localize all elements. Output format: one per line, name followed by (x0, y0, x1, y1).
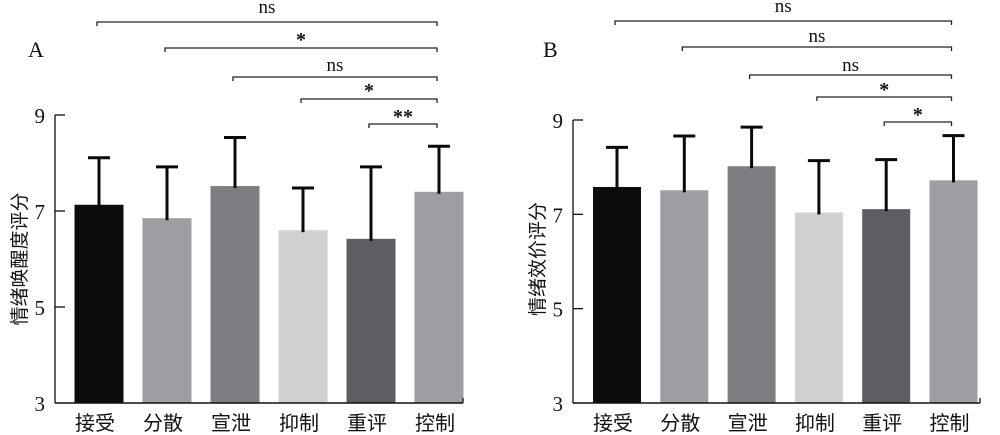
significance-bracket (232, 76, 438, 81)
bar-抑制 (278, 230, 328, 403)
x-tick-label: 抑制 (795, 412, 835, 435)
y-tick-label: 3 (553, 392, 564, 416)
significance-label: ns (775, 0, 792, 17)
significance-bracket (96, 21, 438, 26)
y-axis-label: 情绪唤醒度评分 (9, 192, 31, 325)
bar-控制 (414, 191, 464, 403)
significance-label: * (913, 104, 923, 126)
x-tick-label: 分散 (143, 412, 183, 435)
bar-宣泄 (727, 166, 776, 403)
significance-label: ns (842, 55, 859, 76)
y-tick-label: 7 (553, 203, 564, 227)
bar-控制 (929, 180, 978, 403)
bar-重评 (346, 238, 396, 403)
y-tick-label: 5 (35, 296, 46, 320)
significance-bracket (614, 20, 953, 25)
x-tick-label: 抑制 (279, 412, 319, 435)
bar-分散 (660, 190, 709, 403)
significance-label: ns (259, 0, 276, 18)
significance-bracket (883, 121, 953, 126)
x-tick-label: 接受 (75, 412, 115, 435)
significance-label: ns (808, 26, 825, 47)
significance-bracket (368, 123, 438, 128)
x-tick-label: 控制 (930, 412, 970, 435)
bar-接受 (74, 204, 124, 403)
x-tick-label: 控制 (415, 412, 455, 435)
x-tick-label: 重评 (862, 412, 902, 435)
bar-抑制 (794, 212, 843, 403)
bar-重评 (862, 209, 911, 403)
significance-bracket (681, 46, 953, 51)
significance-label: * (364, 80, 374, 102)
panel-label: B (543, 37, 558, 62)
x-tick-label: 宣泄 (728, 412, 768, 435)
bar-分散 (142, 218, 192, 403)
significance-label: ** (393, 106, 413, 128)
significance-bracket (300, 98, 438, 103)
significance-bracket (164, 47, 438, 52)
x-tick-label: 分散 (660, 412, 700, 435)
panel-label: A (28, 37, 44, 62)
significance-label: * (879, 79, 889, 101)
bar-接受 (593, 186, 641, 403)
x-tick-label: 重评 (347, 412, 387, 435)
significance-label: ns (327, 55, 344, 76)
significance-label: * (296, 29, 306, 51)
x-tick-label: 接受 (593, 412, 633, 435)
x-tick-label: 宣泄 (211, 412, 251, 435)
y-tick-label: 5 (553, 298, 564, 322)
y-tick-label: 7 (35, 200, 46, 224)
bar-宣泄 (210, 186, 260, 403)
y-axis-label: 情绪效价评分 (527, 202, 549, 316)
significance-bracket (748, 74, 953, 79)
significance-bracket (816, 96, 953, 101)
y-tick-label: 9 (553, 109, 564, 133)
y-tick-label: 3 (35, 392, 46, 416)
y-tick-label: 9 (35, 104, 46, 128)
